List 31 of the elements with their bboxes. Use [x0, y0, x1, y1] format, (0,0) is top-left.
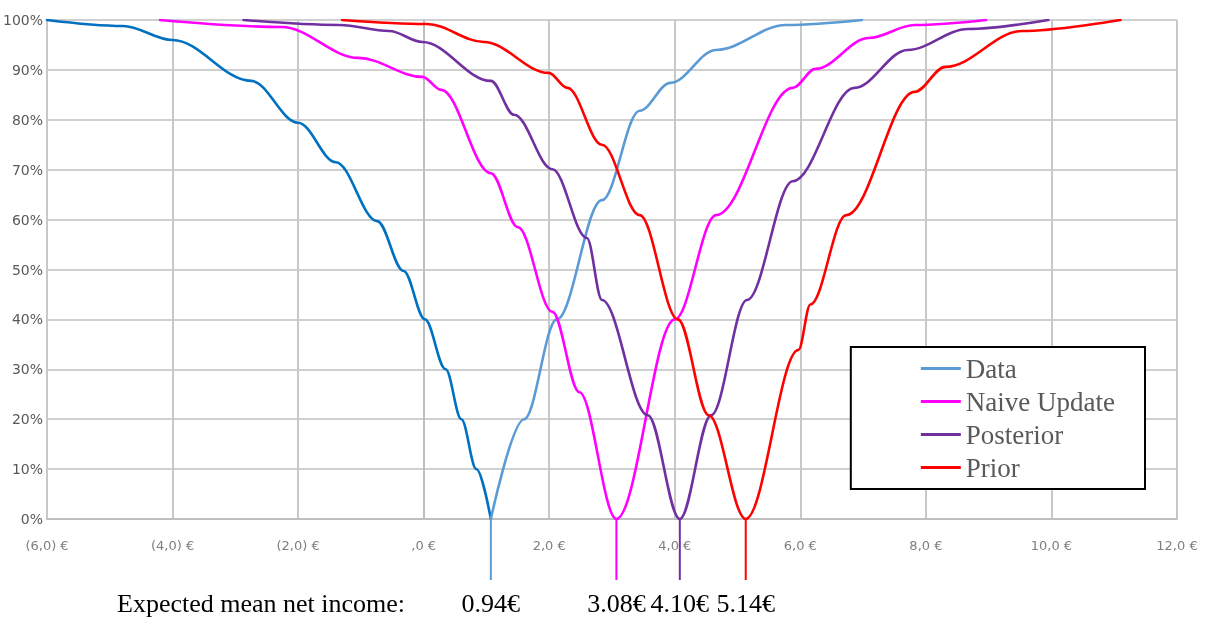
x-tick-label: 10,0 € — [1030, 538, 1073, 553]
x-tick-label: (2,0) € — [276, 538, 320, 553]
x-tick-label: ,0 € — [411, 538, 437, 553]
x-tick-label: (4,0) € — [150, 538, 195, 553]
x-tick-label: 2,0 € — [532, 538, 566, 553]
legend-label: Posterior — [965, 419, 1064, 450]
annotation: 0.94€ — [461, 588, 521, 618]
annotation: 5.14€ — [716, 588, 775, 618]
y-tick-label: 100% — [2, 12, 44, 28]
annotation: 4.10€ — [650, 588, 710, 618]
annotation: 3.08€ — [587, 588, 646, 618]
legend-label: Naive Update — [965, 386, 1116, 417]
y-tick-label: 60% — [11, 211, 44, 228]
y-tick-label: 30% — [11, 361, 44, 378]
y-tick-label: 20% — [11, 411, 44, 428]
legend-label: Data — [965, 353, 1017, 384]
y-tick-label: 90% — [11, 61, 44, 78]
x-tick-label: 12,0 € — [1156, 538, 1198, 553]
x-tick-label: 8,0 € — [909, 538, 943, 553]
y-tick-label: 10% — [11, 461, 44, 478]
y-tick-label: 80% — [11, 111, 44, 128]
y-tick-label: 0% — [20, 511, 44, 527]
x-tick-label: 6,0 € — [783, 538, 817, 553]
line-series — [45, 18, 493, 521]
y-tick-label: 40% — [11, 311, 44, 328]
y-tick-label: 50% — [11, 261, 44, 278]
y-tick-label: 70% — [11, 161, 44, 178]
x-tick-label: (6,0) € — [25, 538, 69, 553]
x-tick-label: 4,0 € — [658, 538, 692, 553]
text: Expected mean net income: — [117, 588, 406, 618]
legend-label: Prior — [965, 452, 1020, 483]
